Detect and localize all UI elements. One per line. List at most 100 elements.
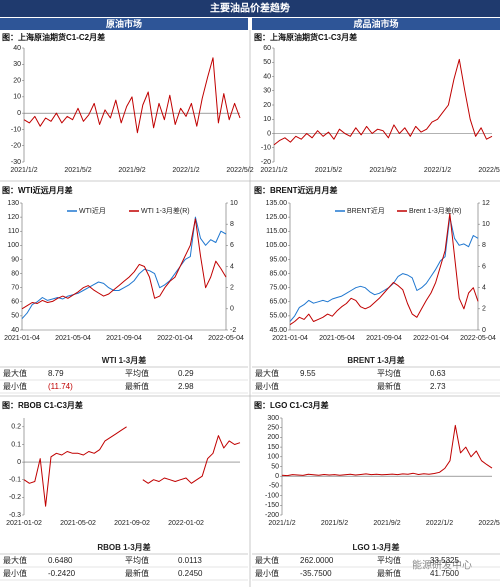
x-tick-label: 2021/9/2 xyxy=(373,520,400,527)
legend-label: Brent 1-3月差(R) xyxy=(409,206,462,215)
y2-tick-label: 4 xyxy=(230,263,234,270)
watermark: 能源研发中心 xyxy=(412,559,472,572)
page-title: 主要油品价差趋势 xyxy=(210,2,290,15)
stats-value: 0.2450 xyxy=(178,569,203,578)
y-tick-label: 20 xyxy=(263,102,271,109)
right-header-text: 成品油市场 xyxy=(353,18,398,29)
y-tick-label: 55.00 xyxy=(269,313,287,320)
stats-label: 最小值 xyxy=(3,381,27,391)
y-tick-label: 70 xyxy=(11,285,19,292)
stats-value: 0.63 xyxy=(430,369,446,378)
chart-title: 图：BRENT近远月月差 xyxy=(254,185,338,195)
series-line xyxy=(289,213,479,326)
y-tick-label: -20 xyxy=(11,143,21,150)
stats-label: 平均值 xyxy=(125,555,149,565)
chart-title: 图：上海原油期货C1-C2月差 xyxy=(2,32,105,42)
y-tick-label: 95.00 xyxy=(269,256,287,263)
y-tick-label: 100 xyxy=(267,454,279,461)
stats-value: 9.55 xyxy=(300,369,316,378)
x-tick-label: 2021-05-04 xyxy=(319,335,355,342)
stats-value: 0.29 xyxy=(178,369,194,378)
x-tick-label: 2021-05-04 xyxy=(55,335,91,342)
stats-value: 41.7500 xyxy=(430,569,459,578)
y-tick-label: -10 xyxy=(11,126,21,133)
y-tick-label: 30 xyxy=(13,61,21,68)
y-tick-label: 50 xyxy=(271,463,279,470)
x-tick-label: 2022/1/2 xyxy=(426,520,453,527)
chart-title: 图：LGO C1-C3月差 xyxy=(254,400,329,410)
y-tick-label: 10 xyxy=(263,116,271,123)
legend-label: WTI近月 xyxy=(79,206,106,215)
chart-title: 图：RBOB C1-C3月差 xyxy=(2,400,83,410)
y-tick-label: 0 xyxy=(267,130,271,137)
y2-tick-label: 6 xyxy=(230,242,234,249)
y-tick-label: 130 xyxy=(7,200,19,207)
y-tick-label: -0.2 xyxy=(9,494,21,501)
y2-tick-label: 6 xyxy=(482,263,486,270)
y-tick-label: 200 xyxy=(267,434,279,441)
y2-tick-label: 8 xyxy=(482,242,486,249)
y-tick-label: 0.1 xyxy=(11,441,21,448)
y2-tick-label: 2 xyxy=(482,306,486,313)
stats-value: 262.0000 xyxy=(300,556,334,565)
x-tick-label: 2022-01-04 xyxy=(413,335,449,342)
y-tick-label: 20 xyxy=(13,77,21,84)
y-tick-label: 300 xyxy=(267,415,279,422)
x-tick-label: 2021-05-02 xyxy=(60,520,96,527)
y2-tick-label: 12 xyxy=(482,200,490,207)
series-line xyxy=(23,57,241,134)
y-tick-label: 40 xyxy=(13,45,21,52)
x-tick-label: 2021/5/2 xyxy=(64,167,91,174)
chart-title: 图：上海原油期货C1-C3月差 xyxy=(254,32,357,42)
series-line xyxy=(273,58,493,146)
y-tick-label: 135.00 xyxy=(266,200,288,207)
stats-label: 最小值 xyxy=(3,568,27,578)
stats-value: -0.2420 xyxy=(48,569,76,578)
x-tick-label: 2022/1/2 xyxy=(172,167,199,174)
x-tick-label: 2021-01-04 xyxy=(272,335,308,342)
y-tick-label: 75.00 xyxy=(269,285,287,292)
y2-tick-label: 4 xyxy=(482,285,486,292)
stats-value: 0.6480 xyxy=(48,556,73,565)
y-tick-label: -10 xyxy=(261,145,271,152)
y-tick-label: 100 xyxy=(7,242,19,249)
y-tick-label: 110 xyxy=(8,228,19,235)
y-tick-label: -100 xyxy=(265,492,279,499)
series-line xyxy=(23,426,241,507)
left-header-text: 原油市场 xyxy=(106,18,142,29)
y-tick-label: 0 xyxy=(17,459,21,466)
stats-title: WTI 1-3月差 xyxy=(102,355,146,365)
header-bar xyxy=(0,0,500,17)
stats-label: 最小值 xyxy=(255,381,279,391)
legend-label: WTI 1-3月差(R) xyxy=(141,206,190,215)
y-tick-label: 105.00 xyxy=(266,242,288,249)
x-tick-label: 2022-01-02 xyxy=(168,520,204,527)
y2-tick-label: 8 xyxy=(230,221,234,228)
stats-value: -35.7500 xyxy=(300,569,332,578)
x-tick-label: 2022-05-04 xyxy=(208,335,244,342)
stats-label: 最大值 xyxy=(255,555,279,565)
y-tick-label: 0 xyxy=(17,110,21,117)
y-tick-label: 90 xyxy=(11,256,19,263)
y-tick-label: 0.2 xyxy=(11,424,21,431)
y-tick-label: 60 xyxy=(11,299,19,306)
x-tick-label: 2021/5/2 xyxy=(315,167,342,174)
x-tick-label: 2021/9/2 xyxy=(369,167,396,174)
y-tick-label: -0.3 xyxy=(9,512,21,519)
x-tick-label: 2021/1/2 xyxy=(10,167,37,174)
stats-label: 平均值 xyxy=(377,555,401,565)
x-tick-label: 2021-09-04 xyxy=(106,335,142,342)
stats-title: RBOB 1-3月差 xyxy=(97,542,150,552)
stats-label: 平均值 xyxy=(377,368,401,378)
y2-tick-label: 0 xyxy=(230,306,234,313)
x-tick-label: 2021-01-04 xyxy=(4,335,40,342)
stats-label: 最新值 xyxy=(377,568,401,578)
x-tick-label: 2022/5/2 xyxy=(478,167,500,174)
y-tick-label: -20 xyxy=(261,159,271,166)
x-tick-label: 2022/5/2 xyxy=(478,520,500,527)
x-tick-label: 2021-01-02 xyxy=(6,520,42,527)
y-tick-label: 150 xyxy=(267,444,279,451)
x-tick-label: 2021-09-02 xyxy=(114,520,150,527)
y-tick-label: -30 xyxy=(11,159,21,166)
y-tick-label: 65.00 xyxy=(269,299,287,306)
